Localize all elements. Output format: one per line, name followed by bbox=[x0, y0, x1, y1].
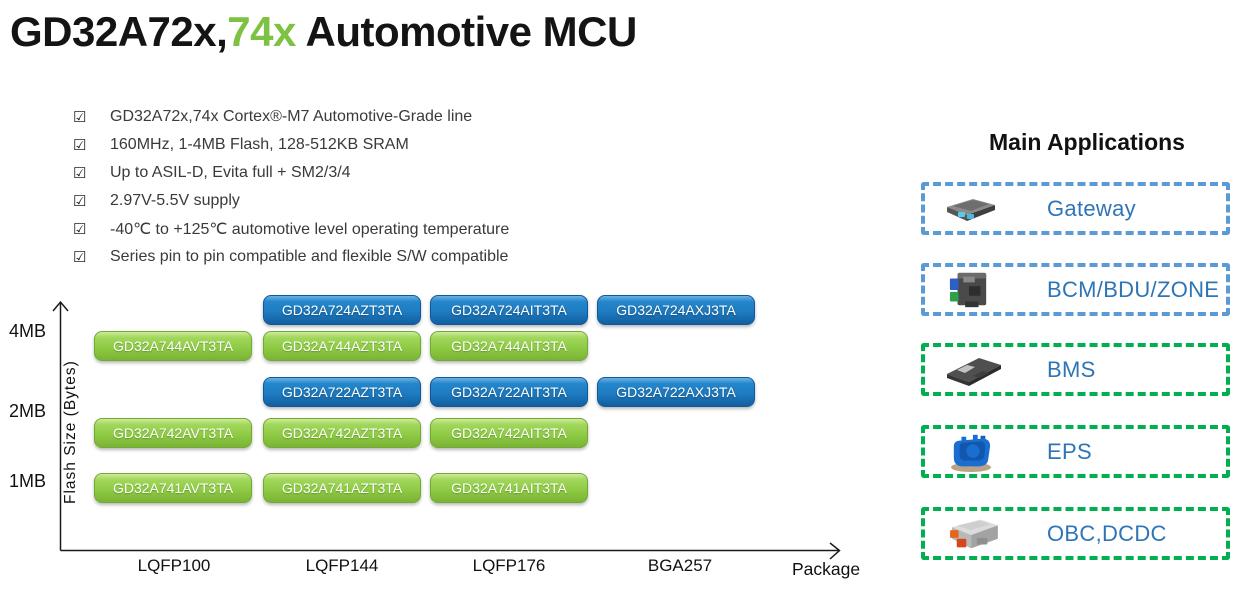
mcu-part-chip: GD32A742AZT3TA bbox=[263, 418, 421, 448]
feature-text: -40℃ to +125℃ automotive level operating… bbox=[110, 220, 510, 238]
mcu-part-chip: GD32A744AVT3TA bbox=[94, 331, 252, 361]
mcu-part-chip: GD32A741AIT3TA bbox=[430, 473, 588, 503]
feature-text: 2.97V-5.5V supply bbox=[110, 191, 240, 209]
checkbox-checked-icon: ☑ bbox=[73, 220, 87, 238]
application-label: Gateway bbox=[1047, 195, 1136, 221]
applications-heading: Main Applications bbox=[989, 129, 1185, 155]
application-card-obc-dcdc: OBC,DCDC bbox=[921, 507, 1230, 560]
feature-text: Up to ASIL-D, Evita full + SM2/3/4 bbox=[110, 163, 351, 181]
mcu-part-chip: GD32A742AVT3TA bbox=[94, 418, 252, 448]
feature-item: ☑ -40℃ to +125℃ automotive level operati… bbox=[73, 219, 509, 238]
x-tick-bga257: BGA257 bbox=[647, 556, 713, 575]
mcu-part-chip: GD32A722AIT3TA bbox=[430, 377, 588, 407]
x-tick-lqfp144: LQFP144 bbox=[305, 556, 379, 575]
flash-package-chart: Flash Size (Bytes) 4MB 2MB 1MB LQFP100 L… bbox=[0, 280, 880, 590]
application-card-eps: EPS bbox=[921, 425, 1230, 478]
x-tick-lqfp100: LQFP100 bbox=[137, 556, 211, 575]
obc-device-image bbox=[943, 512, 1009, 556]
application-card-gateway: Gateway bbox=[921, 182, 1230, 235]
chart-axes bbox=[52, 300, 841, 560]
x-axis-arrow-icon bbox=[829, 542, 841, 560]
bms-device-image bbox=[943, 350, 1009, 390]
application-label: EPS bbox=[1047, 438, 1092, 464]
mcu-part-chip: GD32A724AZT3TA bbox=[263, 295, 421, 325]
feature-item: ☑ GD32A72x,74x Cortex®-M7 Automotive-Gra… bbox=[73, 107, 509, 126]
application-label: OBC,DCDC bbox=[1047, 520, 1167, 546]
y-tick-4mb: 4MB bbox=[8, 321, 46, 341]
bcm-device-image bbox=[943, 269, 1009, 311]
checkbox-checked-icon: ☑ bbox=[73, 248, 87, 266]
mcu-part-chip: GD32A724AIT3TA bbox=[430, 295, 588, 325]
x-tick-lqfp176: LQFP176 bbox=[472, 556, 546, 575]
mcu-part-chip: GD32A741AVT3TA bbox=[94, 473, 252, 503]
checkbox-checked-icon: ☑ bbox=[73, 136, 87, 154]
feature-text: 160MHz, 1-4MB Flash, 128-512KB SRAM bbox=[110, 135, 409, 153]
title-part-72x: GD32A72x, bbox=[10, 8, 228, 55]
application-card-bcm-bdu-zone: BCM/BDU/ZONE bbox=[921, 263, 1230, 316]
checkbox-checked-icon: ☑ bbox=[73, 108, 87, 126]
mcu-part-chip: GD32A744AZT3TA bbox=[263, 331, 421, 361]
y-axis-arrow-icon bbox=[52, 300, 69, 312]
mcu-part-chip: GD32A722AXJ3TA bbox=[597, 377, 755, 407]
feature-item: ☑ Up to ASIL-D, Evita full + SM2/3/4 bbox=[73, 163, 509, 182]
y-tick-2mb: 2MB bbox=[8, 401, 46, 421]
application-label: BCM/BDU/ZONE bbox=[1047, 276, 1220, 302]
gateway-device-image bbox=[943, 191, 1009, 227]
mcu-part-chip: GD32A722AZT3TA bbox=[263, 377, 421, 407]
eps-device-image bbox=[943, 431, 1009, 473]
chip-layer: GD32A724AZT3TA GD32A724AIT3TA GD32A724AXJ3… bbox=[0, 280, 880, 590]
mcu-part-chip: GD32A741AZT3TA bbox=[263, 473, 421, 503]
feature-item: ☑ 2.97V-5.5V supply bbox=[73, 191, 509, 210]
mcu-part-chip: GD32A744AIT3TA bbox=[430, 331, 588, 361]
mcu-part-chip: GD32A742AIT3TA bbox=[430, 418, 588, 448]
feature-text: GD32A72x,74x Cortex®-M7 Automotive-Grade… bbox=[110, 107, 473, 125]
feature-item: ☑ 160MHz, 1-4MB Flash, 128-512KB SRAM bbox=[73, 135, 509, 154]
mcu-part-chip: GD32A724AXJ3TA bbox=[597, 295, 755, 325]
y-tick-1mb: 1MB bbox=[8, 471, 46, 491]
x-axis-title: Package bbox=[792, 559, 861, 579]
application-label: BMS bbox=[1047, 356, 1096, 382]
title-part-suffix: Automotive MCU bbox=[295, 8, 637, 55]
title-part-74x-accent: 74x bbox=[227, 8, 296, 55]
checkbox-checked-icon: ☑ bbox=[73, 192, 87, 210]
feature-text: Series pin to pin compatible and flexibl… bbox=[110, 247, 509, 265]
checkbox-checked-icon: ☑ bbox=[73, 164, 87, 182]
feature-list: ☑ GD32A72x,74x Cortex®-M7 Automotive-Gra… bbox=[73, 107, 509, 266]
feature-item: ☑ Series pin to pin compatible and flexi… bbox=[73, 247, 509, 266]
page-title: GD32A72x,74x Automotive MCU bbox=[10, 8, 637, 56]
application-card-bms: BMS bbox=[921, 343, 1230, 396]
